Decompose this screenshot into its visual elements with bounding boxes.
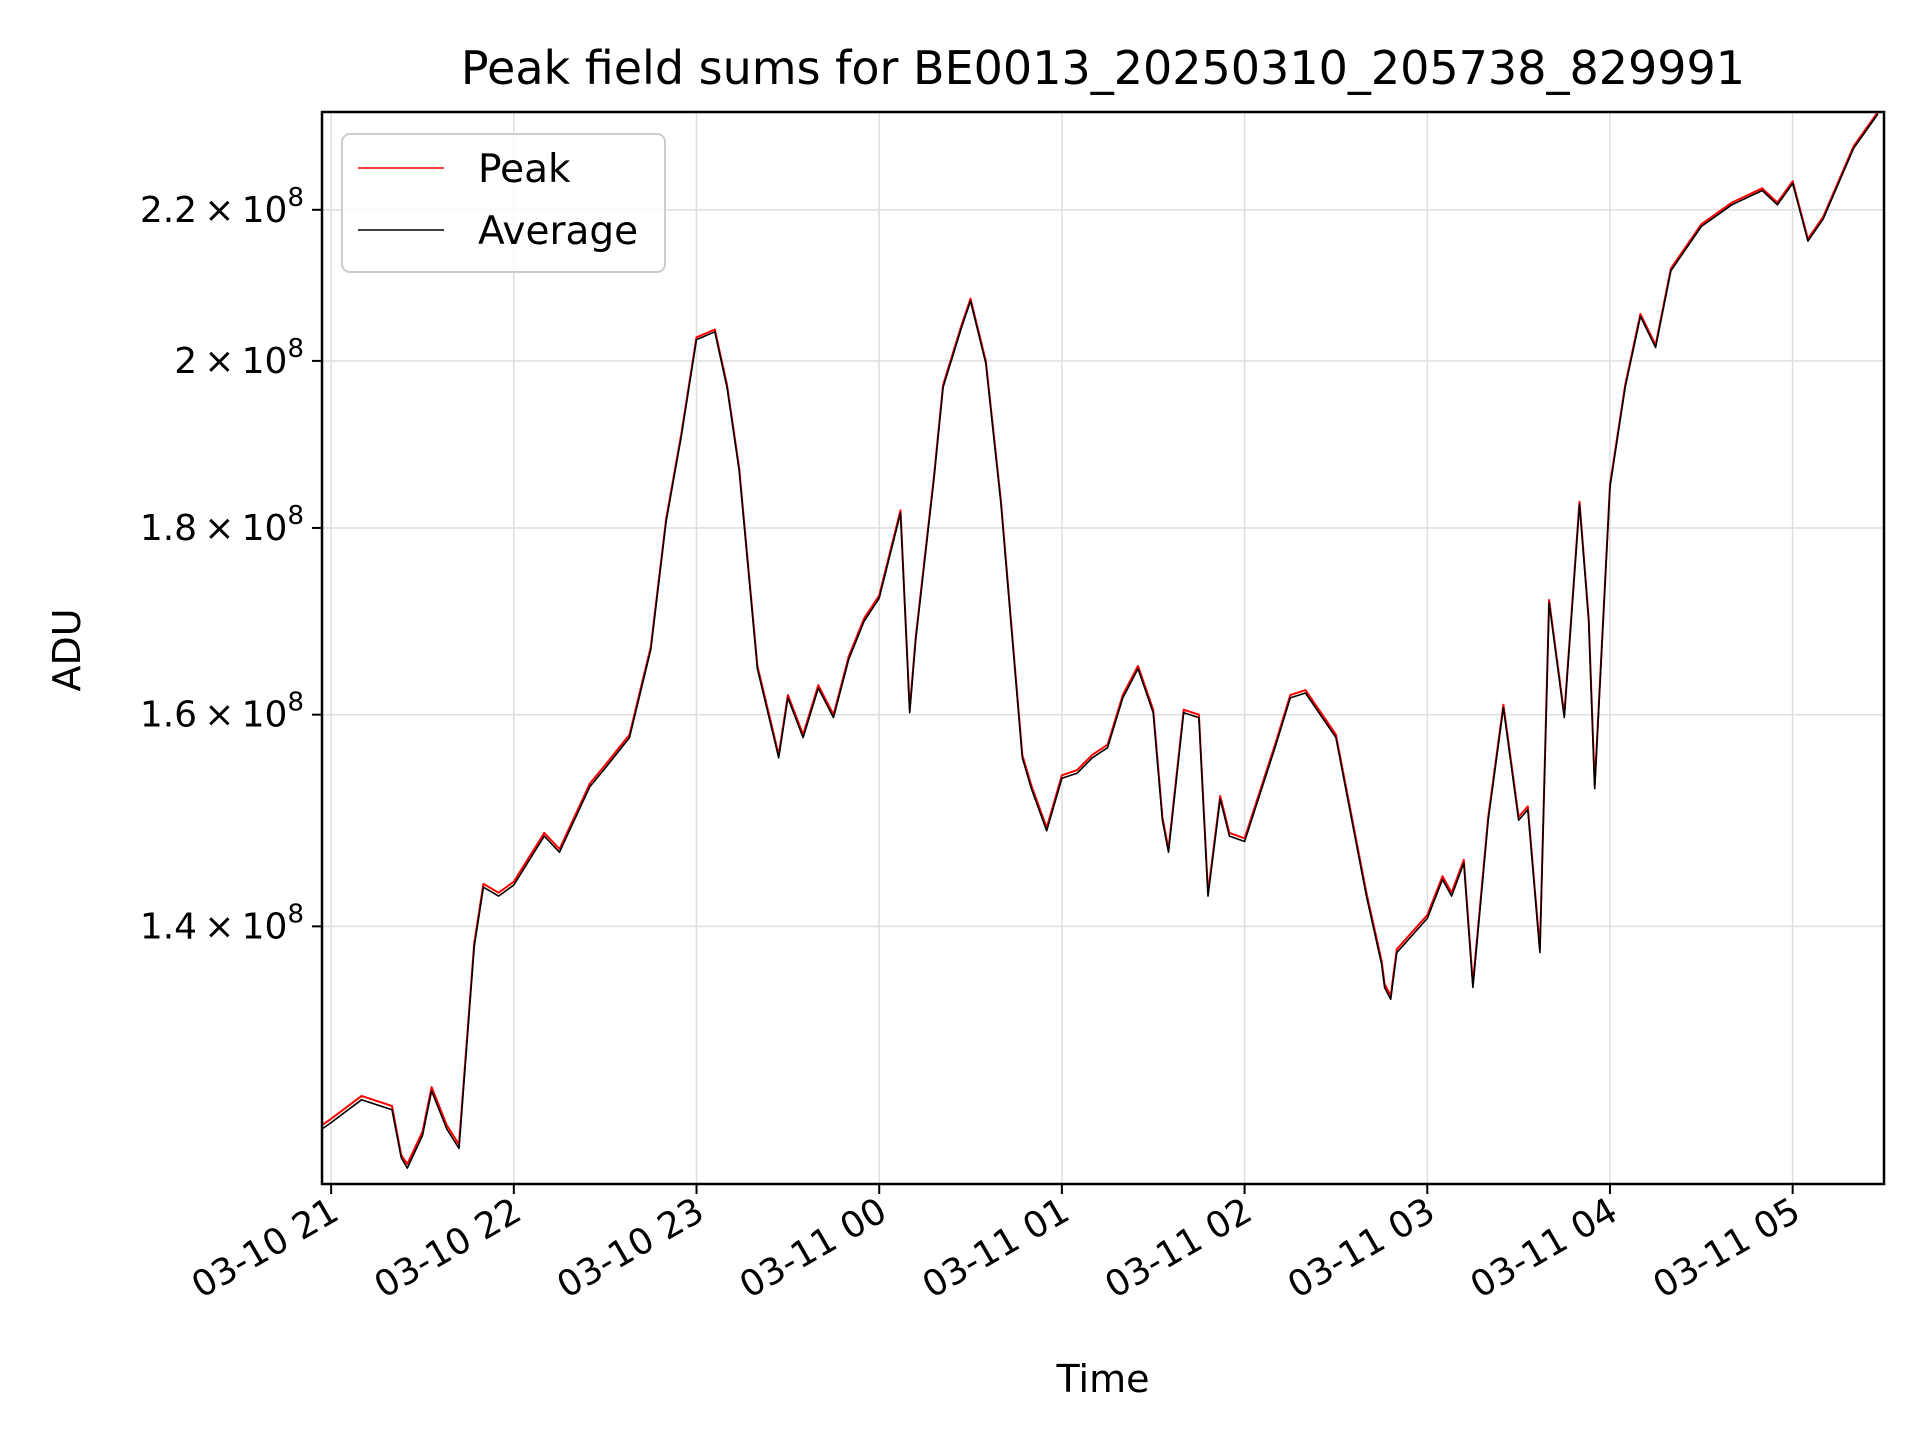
y-tick-times: × 10	[197, 508, 287, 549]
y-tick-exponent: 8	[287, 501, 304, 531]
y-tick-times: × 10	[197, 190, 287, 231]
legend: Peak Average	[341, 133, 666, 273]
y-tick-times: × 10	[197, 695, 287, 736]
y-tick-exponent: 8	[287, 899, 304, 929]
y-tick-exponent: 8	[287, 183, 304, 213]
legend-label-average: Average	[478, 209, 638, 254]
y-tick-exponent: 8	[287, 334, 304, 364]
x-axis-label: Time	[1056, 1357, 1150, 1401]
y-tick-mantissa: 2	[174, 341, 197, 382]
y-tick-mantissa: 2.2	[140, 190, 197, 231]
y-tick-label: 2 × 108	[174, 334, 304, 382]
series-lines	[321, 111, 1879, 1169]
legend-label-peak: Peak	[478, 147, 571, 192]
y-tick-times: × 10	[197, 906, 287, 947]
series-line-average	[321, 113, 1879, 1169]
y-tick-mantissa: 1.6	[140, 695, 197, 736]
y-tick-times: × 10	[197, 341, 287, 382]
y-tick-label: 2.2 × 108	[140, 183, 304, 231]
plot-area-frame	[320, 110, 1886, 1186]
y-tick-label: 1.8 × 108	[140, 501, 304, 549]
y-tick-mantissa: 1.8	[140, 508, 197, 549]
y-tick-exponent: 8	[287, 688, 304, 718]
y-tick-mantissa: 1.4	[140, 906, 197, 947]
y-tick-label: 1.4 × 108	[140, 899, 304, 947]
y-tick-label: 1.6 × 108	[140, 688, 304, 736]
grid-lines	[322, 112, 1884, 1184]
y-axis-label: ADU	[45, 608, 89, 691]
chart-title: Peak field sums for BE0013_20250310_2057…	[461, 41, 1745, 95]
